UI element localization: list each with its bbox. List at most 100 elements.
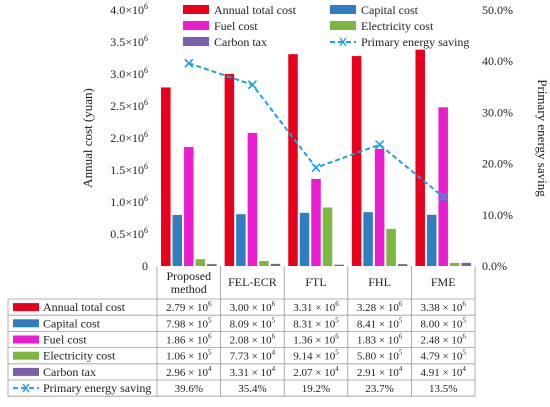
bar-annual-total-cost	[288, 54, 298, 266]
legend-swatch	[330, 21, 356, 30]
table-cell: 3.28 × 106	[357, 300, 403, 314]
table-cell: 4.79 × 105	[420, 349, 466, 363]
axes: Annual cost (yuan) Primary energy saving…	[80, 2, 550, 273]
table-cell: 4.91 × 104	[420, 365, 466, 379]
bar-marks	[161, 49, 471, 267]
table-cell: 8.31 × 105	[293, 316, 339, 330]
table-cell: 2.96 × 104	[166, 365, 212, 379]
legend-swatch	[183, 21, 209, 30]
legend-entry: Primary energy saving	[330, 35, 469, 49]
bar-carbon-tax	[334, 264, 344, 266]
bar-fuel-cost	[438, 107, 448, 266]
y-tick-label: 3.5×106	[110, 34, 148, 49]
energy-saving-point	[438, 192, 448, 202]
bar-capital-cost	[236, 214, 246, 266]
energy-saving-line	[184, 58, 448, 202]
y2-tick-label: 50.0%	[482, 3, 513, 17]
energy-saving-point	[311, 163, 321, 173]
table-cell: 9.14 × 105	[293, 349, 339, 363]
table-row-label: Capital cost	[43, 316, 101, 330]
table-row-label: Annual total cost	[43, 300, 126, 314]
legend-entry: Annual total cost	[183, 3, 297, 17]
y-tick-label: 2.0×106	[110, 130, 148, 145]
table-cell: 7.73 × 104	[230, 349, 276, 363]
y-tick-label: 1.5×106	[110, 162, 148, 177]
y-axis-title: Annual cost (yuan)	[80, 88, 95, 188]
bar-carbon-tax	[397, 264, 408, 266]
bar-capital-cost	[299, 212, 310, 266]
table-row-label: Primary energy saving	[43, 381, 151, 395]
bar-annual-total-cost	[224, 74, 235, 266]
y2-tick-label: 30.0%	[482, 105, 513, 119]
category-label: FME	[431, 275, 456, 289]
y-tick-label: 2.5×106	[110, 98, 148, 113]
y-tick-label: 3.0×106	[110, 66, 148, 81]
legend-label: Primary energy saving	[361, 35, 469, 49]
legend-label: Annual total cost	[214, 3, 297, 17]
bar-capital-cost	[426, 214, 437, 266]
table-cell: 3.00 × 106	[230, 300, 276, 314]
legend-entry: Electricity cost	[330, 19, 434, 33]
bar-carbon-tax	[207, 264, 217, 266]
legend-entry: Carbon tax	[183, 35, 267, 49]
table-cell: 2.07 × 104	[293, 365, 339, 379]
bar-annual-total-cost	[351, 56, 362, 266]
legend-label: Capital cost	[361, 3, 419, 17]
category-label: FEL-ECR	[228, 275, 277, 289]
table-cell: 1.06 × 105	[166, 349, 212, 363]
table-cell: 8.00 × 105	[420, 316, 466, 330]
y2-tick-label: 0.0%	[482, 259, 507, 273]
table-cell: 2.48 × 106	[420, 333, 466, 347]
energy-saving-point	[247, 80, 257, 90]
bar-electricity-cost	[386, 228, 396, 266]
y2-tick-label: 10.0%	[482, 208, 513, 222]
table-cell: 2.91 × 104	[357, 365, 403, 379]
bar-fuel-cost	[247, 132, 258, 266]
table-cell: 39.6%	[175, 383, 203, 395]
table-cell: 2.79 × 106	[166, 300, 212, 314]
table-cell: 7.98 × 105	[166, 316, 212, 330]
y2-tick-label: 20.0%	[482, 157, 513, 171]
table-row-label: Fuel cost	[43, 333, 87, 347]
y2-tick-label: 40.0%	[482, 54, 513, 68]
bar-fuel-cost	[311, 178, 321, 266]
table-cell: 3.31 × 104	[230, 365, 276, 379]
bar-fuel-cost	[374, 148, 385, 266]
y2-axis-title: Primary energy saving	[535, 79, 550, 197]
table-cell: 23.7%	[365, 383, 393, 395]
table-row-swatch	[13, 351, 39, 360]
energy-saving-point	[184, 58, 194, 68]
table-cell: 5.80 × 105	[357, 349, 403, 363]
bar-annual-total-cost	[415, 49, 425, 267]
table-cell: 8.09 × 105	[230, 316, 276, 330]
bar-electricity-cost	[259, 261, 269, 266]
table-row-label: Electricity cost	[43, 349, 116, 363]
table-cell: 13.5%	[429, 383, 457, 395]
category-label: FHL	[368, 275, 391, 289]
table-cell: 1.86 × 106	[166, 333, 212, 347]
bar-carbon-tax	[270, 263, 281, 266]
category-label: Proposed	[166, 269, 211, 283]
legend-entry: Capital cost	[330, 3, 419, 17]
legend-entry: Fuel cost	[183, 19, 258, 33]
table-row-swatch	[13, 335, 39, 344]
table-cell: 1.36 × 106	[293, 333, 339, 347]
table-cell: 3.31 × 106	[293, 300, 339, 314]
legend: Annual total cost Capital cost Fuel cost El…	[183, 3, 469, 49]
table-row-swatch	[13, 319, 39, 328]
y-tick-label: 0.5×106	[110, 226, 148, 241]
table-cell: 3.38 × 106	[420, 300, 466, 314]
legend-swatch	[183, 37, 209, 46]
table-cell: 19.2%	[302, 383, 330, 395]
bar-capital-cost	[363, 212, 373, 266]
bar-fuel-cost	[184, 146, 194, 266]
bar-electricity-cost	[195, 259, 206, 266]
energy-saving-point	[375, 140, 385, 150]
legend-label: Carbon tax	[214, 35, 267, 49]
table-cell: 8.41 × 105	[357, 316, 403, 330]
table-row-swatch	[13, 303, 39, 312]
bar-carbon-tax	[461, 262, 471, 266]
category-label: method	[171, 282, 207, 296]
y-tick-label: 1.0×106	[110, 194, 148, 209]
bar-electricity-cost	[449, 262, 460, 266]
